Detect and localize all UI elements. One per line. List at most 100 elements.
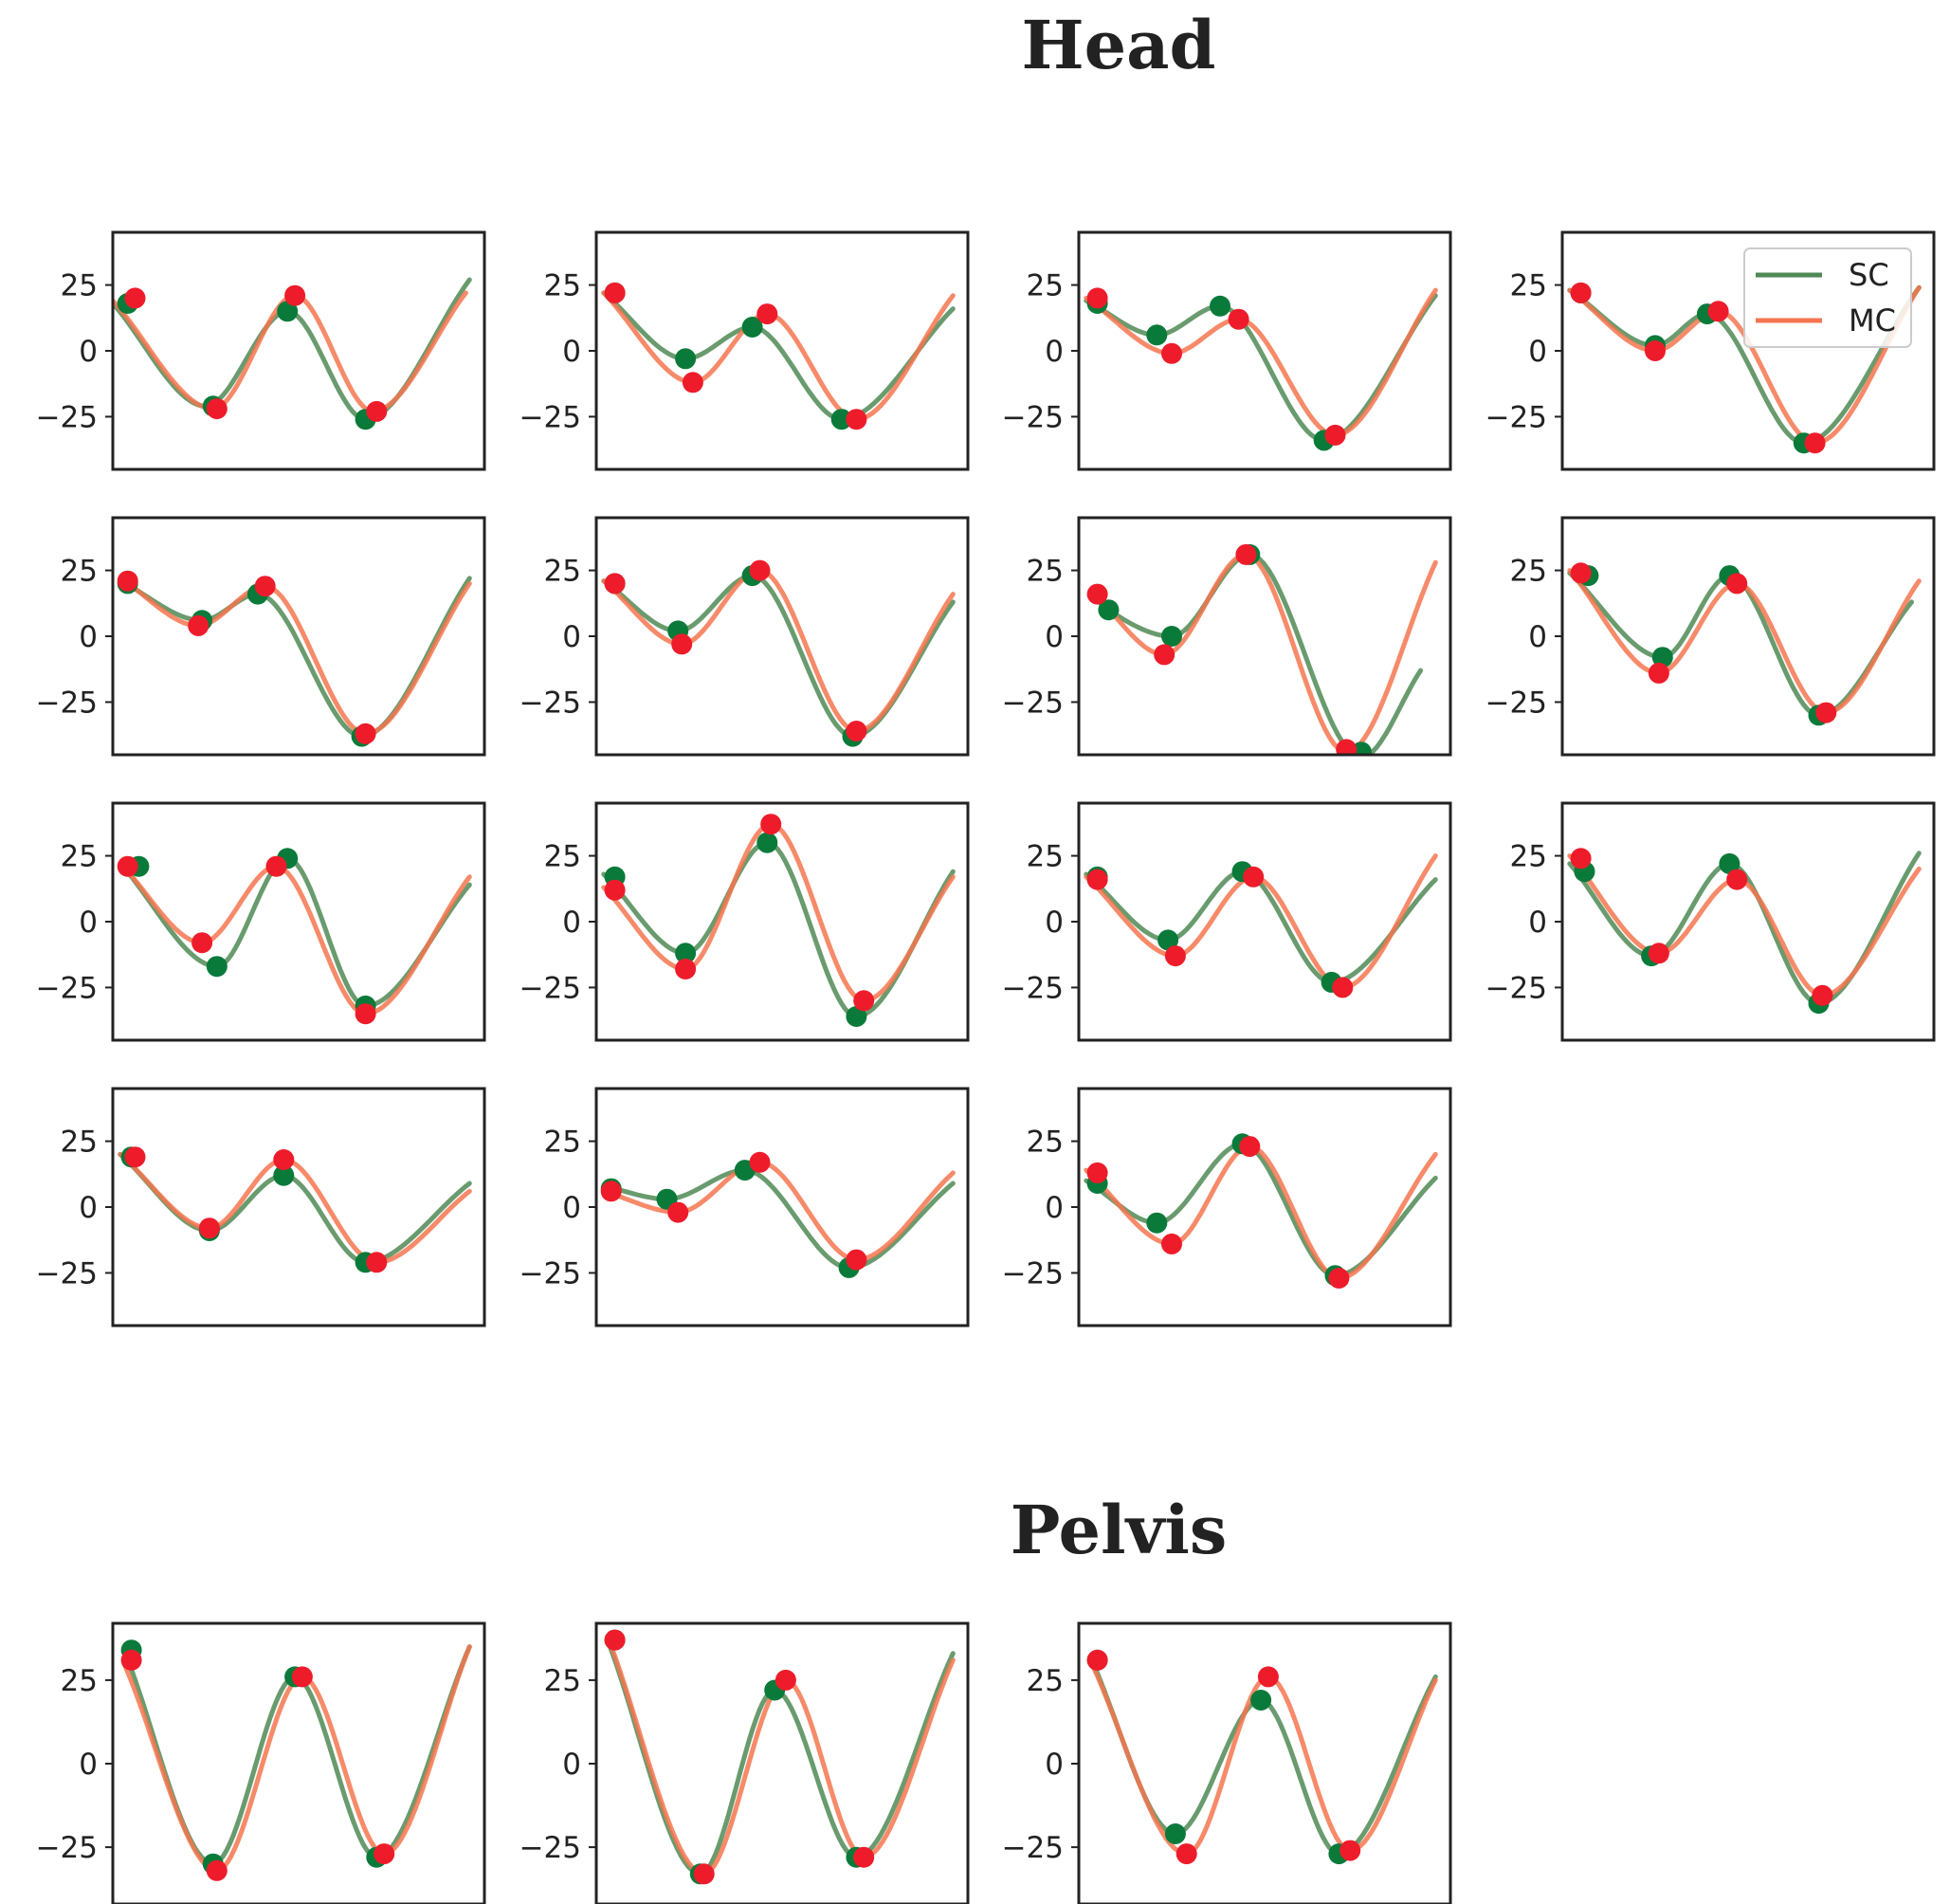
mc-marker [1324,424,1346,446]
legend: SC MC [1743,247,1912,348]
mc-marker [604,573,626,595]
mc-marker [1161,1233,1182,1254]
panel-14: 25 0 −25 [519,1087,970,1327]
y-tick-label: −25 [1002,686,1064,720]
y-tick-label: −25 [519,1256,581,1291]
y-tick-label: 25 [544,1664,581,1698]
y-tick-label: 25 [544,555,581,589]
y-tick-label: −25 [519,400,581,434]
mc-marker [667,1201,689,1223]
axes-frame [1077,801,1452,1042]
y-tick-label: 25 [1510,269,1547,303]
mc-marker [1570,282,1592,303]
mc-marker [846,721,867,741]
plot-area [601,282,956,430]
y-tick-label: 25 [544,1126,581,1160]
mc-marker [1164,945,1186,967]
mc-marker [693,1863,715,1885]
mc-marker [1086,287,1108,309]
panel-17: 25 0 −25 [519,1621,970,1904]
mc-marker [1257,1666,1279,1688]
mc-marker [756,303,778,325]
panel-9: 25 0 −25 [36,801,486,1042]
head-section-title: Head [1022,6,1216,84]
axes-frame [111,230,486,471]
plot-area [120,1639,472,1881]
y-tick-label: 0 [79,1748,98,1782]
sc-marker [1651,647,1673,668]
mc-marker [1726,573,1748,595]
sc-marker [675,943,697,964]
y-tick-label: 25 [61,1126,98,1160]
plot-area [604,1629,956,1885]
mc-marker [291,1666,313,1688]
mc-marker [1175,1843,1197,1865]
y-tick-label: −25 [36,1831,98,1865]
mc-marker [1648,943,1669,964]
panel-12: 25 0 −25 [1485,801,1936,1042]
panel-8: 25 0 −25 [1485,516,1936,757]
sc-marker [277,301,299,322]
y-tick-label: 25 [1027,269,1064,303]
mc-marker [775,1669,796,1691]
plot-area [113,277,472,430]
y-tick-label: 0 [562,906,581,940]
mc-marker [760,814,782,835]
panel-18: 25 0 −25 [1002,1621,1452,1904]
y-tick-label: 0 [562,1191,581,1225]
mc-marker [846,409,867,430]
mc-marker [1086,583,1108,605]
mc-marker [273,1149,295,1170]
axes-frame [111,801,486,1042]
plot-area [600,1151,956,1278]
mc-marker [1815,702,1837,723]
mc-marker [1332,977,1354,998]
y-tick-label: 25 [61,269,98,303]
plot-area [1567,562,1922,726]
axes-frame [594,230,970,471]
mc-marker [604,282,626,303]
y-tick-label: −25 [36,400,98,434]
axes-frame [1077,1621,1452,1904]
y-tick-label: −25 [1002,971,1064,1005]
mc-marker [191,932,213,954]
y-tick-label: 25 [1510,840,1547,874]
plot-area [117,848,472,1025]
panel-15: 25 0 −25 [1002,1087,1452,1327]
mc-marker [374,1843,395,1865]
pelvis-section-title: Pelvis [1011,1491,1228,1569]
y-tick-label: 0 [1045,335,1064,369]
y-tick-label: −25 [36,686,98,720]
sc-marker [741,317,763,338]
mc-marker [1339,1840,1361,1861]
axes-frame [594,801,970,1042]
axes-frame [594,1621,970,1904]
mc-marker [1086,869,1108,890]
panel-13: 25 0 −25 [36,1087,486,1327]
y-tick-label: 25 [1027,1126,1064,1160]
sc-marker [1250,1690,1272,1711]
y-tick-label: −25 [1485,686,1547,720]
axes-frame [1560,801,1936,1042]
axes-frame [1077,1087,1452,1327]
mc-marker [284,284,306,306]
mc-marker [1648,662,1669,684]
mc-marker [254,576,276,597]
sc-marker [206,956,228,978]
y-tick-label: 0 [1045,1191,1064,1225]
mc-marker [1239,1136,1261,1158]
y-tick-label: −25 [1002,400,1064,434]
mc-marker [1645,340,1666,361]
mc-marker [120,1649,142,1671]
panel-5: 25 0 −25 [36,516,486,757]
y-tick-label: −25 [519,1831,581,1865]
mc-marker [604,879,626,901]
mc-marker [853,1846,875,1868]
y-tick-label: −25 [1485,400,1547,434]
axes-frame [594,1087,970,1327]
y-tick-label: 25 [1027,840,1064,874]
plot-area [1086,1649,1438,1865]
y-tick-label: 0 [1045,1748,1064,1782]
legend-mc-label: MC [1849,302,1896,339]
plot-area [118,1146,472,1273]
